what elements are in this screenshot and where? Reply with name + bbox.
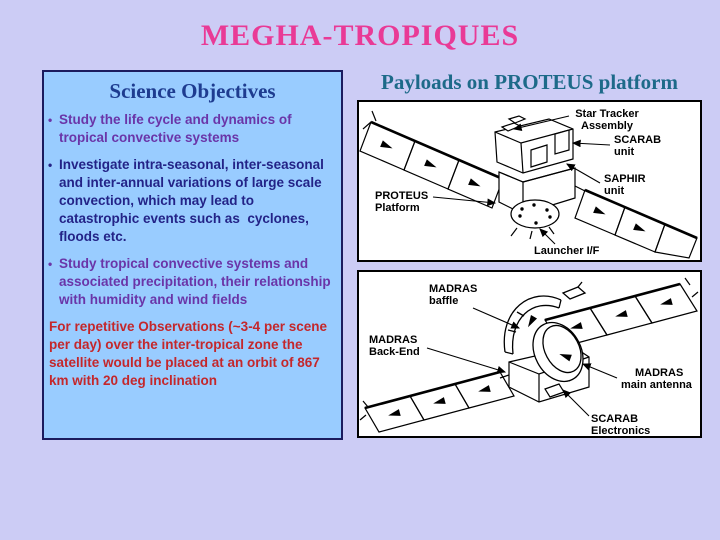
satellite-body <box>494 115 586 240</box>
slide-title: MEGHA-TROPIQUES <box>200 19 520 52</box>
leader-lines-top <box>432 115 611 245</box>
label-star-tracker: Star Tracker <box>575 108 639 120</box>
solar-array-upper-right <box>544 277 699 348</box>
bullet-item: • Investigate intra-seasonal, inter-seas… <box>48 156 336 246</box>
label-launcher-if: Launcher I/F <box>534 245 600 257</box>
bullet-marker: • <box>48 257 53 271</box>
madras-antenna-drawing <box>532 321 584 383</box>
payload-diagram-bottom: MADRAS baffle MADRAS Back-End MADRAS mai… <box>357 270 702 438</box>
label-scarab-unit: unit <box>614 146 634 158</box>
bullet-marker: • <box>48 113 53 127</box>
bullet-text: Study the life cycle and dynamics of tro… <box>59 112 296 145</box>
satellite-bottom-drawing: MADRAS baffle MADRAS Back-End MADRAS mai… <box>359 277 699 436</box>
label-madras-back-end: MADRAS <box>369 334 417 346</box>
science-objectives-heading: Science Objectives <box>109 79 276 103</box>
label-star-tracker: Assembly <box>581 120 634 132</box>
payload-diagram-top: Star Tracker Assembly SCARAB unit SAPHIR… <box>357 100 702 262</box>
label-madras-baffle: baffle <box>429 295 458 307</box>
bullet-item: • Study tropical convective systems and … <box>48 255 336 309</box>
science-bullet-list: • Study the life cycle and dynamics of t… <box>44 111 341 309</box>
leader-lines-bottom <box>426 307 618 417</box>
label-madras-main-antenna: main antenna <box>621 379 693 391</box>
madras-baffle-drawing <box>503 281 587 355</box>
label-scarab-electronics: Electronics <box>591 425 650 436</box>
label-scarab-unit: SCARAB <box>614 134 661 146</box>
label-saphir-unit: SAPHIR <box>604 173 646 185</box>
diagram-labels-bottom: MADRAS baffle MADRAS Back-End MADRAS mai… <box>369 283 693 436</box>
bullet-text: Study tropical convective systems and as… <box>59 256 335 307</box>
payloads-heading: Payloads on PROTEUS platform <box>381 70 678 94</box>
label-scarab-electronics: SCARAB <box>591 413 638 425</box>
label-proteus-platform: Platform <box>375 202 420 214</box>
satellite-top-drawing: Star Tracker Assembly SCARAB unit SAPHIR… <box>359 108 698 259</box>
label-proteus-platform: PROTEUS <box>375 190 428 202</box>
solar-array-upper-left <box>359 110 504 209</box>
label-madras-baffle: MADRAS <box>429 283 477 295</box>
bullet-item: • Study the life cycle and dynamics of t… <box>48 111 336 147</box>
bullet-marker: • <box>48 158 53 172</box>
solar-array-lower-left <box>359 370 515 433</box>
label-madras-back-end: Back-End <box>369 346 420 358</box>
bullet-text: Investigate intra-seasonal, inter-season… <box>59 157 328 244</box>
diagram-labels-top: Star Tracker Assembly SCARAB unit SAPHIR… <box>375 108 661 257</box>
solar-array-lower-right <box>574 188 698 259</box>
orbit-note-text: For repetitive Observations (~3-4 per sc… <box>49 319 331 388</box>
science-objectives-box: Science Objectives • Study the life cycl… <box>42 70 343 440</box>
label-madras-main-antenna: MADRAS <box>635 367 683 379</box>
label-saphir-unit: unit <box>604 185 624 197</box>
